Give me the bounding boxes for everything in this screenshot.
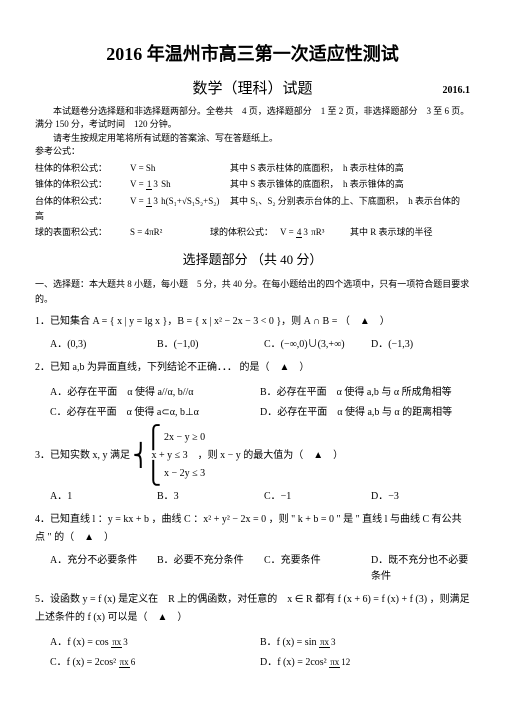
question-4-options: A．充分不必要条件 B．必要不充分条件 C．充要条件 D．既不充分也不必要条件	[35, 553, 470, 585]
constraint-text: x − 2y ≤ 3	[164, 468, 205, 479]
formula-label: 锥体的体积公式：	[35, 177, 130, 191]
formula-label: 柱体的体积公式：	[35, 161, 130, 175]
formula-note: 其中 S 表示锥体的底面积， h 表示锥体的高	[230, 177, 470, 191]
formula-note: 其中 S₁、S₂ 分别表示台体的上、下底面积， h 表示台体的	[230, 194, 470, 208]
formula-frustum: 台体的体积公式： V = 13 h(S₁+√S₁S₂+S₂) 其中 S₁、S₂ …	[35, 194, 470, 208]
option-c: C．(−∞,0)∪(3,+∞)	[264, 337, 363, 353]
option-text: B．f (x) = sin	[260, 637, 316, 648]
select-section-title: 选择题部分 （共 40 分）	[35, 250, 470, 271]
option-text: A．f (x) = cos	[50, 637, 109, 648]
question-4: 4．已知直线 l ：y = kx + b ，曲线 C ：x² + y² − 2x…	[35, 511, 470, 547]
q3-constraint-1: ⎧ 2x − y ≥ 0	[35, 429, 470, 447]
question-3-options: A．1 B．3 C．−1 D．−3	[35, 489, 470, 505]
option-d: D．(−1,3)	[371, 337, 470, 353]
formula-expr: V = 13 h(S₁+√S₁S₂+S₂)	[130, 194, 230, 208]
option-d: D．必存在平面 α 使得 a,b 与 α 的距离相等	[260, 405, 470, 421]
option-b: B．(−1,0)	[157, 337, 256, 353]
formula-note: 其中 R 表示球的半径	[350, 225, 470, 239]
option-d: D．−3	[371, 489, 470, 505]
frac-num: πx	[119, 657, 130, 668]
stem-text: 3．已知实数 x, y 满足	[35, 450, 130, 461]
intro-line-2: 满分 150 分，考试时间 120 分钟。	[35, 118, 470, 132]
formula-part: V =	[280, 227, 294, 237]
question-2-options: A．必存在平面 α 使得 a//α, b//α B．必存在平面 α 使得 a,b…	[35, 383, 470, 423]
formula-label: 球的表面积公式：	[35, 225, 130, 239]
question-2: 2．已知 a,b 为异面直线，下列结论不正确．．． 的是（ ▲ ）	[35, 359, 470, 377]
option-text: C．f (x) = 2cos²	[50, 657, 116, 668]
frac-den: 3	[152, 196, 159, 206]
option-d: D．既不充分也不必要条件	[371, 553, 470, 585]
formula-expr: V = Sh	[130, 161, 230, 175]
question-5: 5．设函数 y = f (x) 是定义在 R 上的偶函数，对任意的 x ∈ R …	[35, 591, 470, 627]
page-title: 2016 年温州市高三第一次适应性测试	[35, 40, 470, 69]
frac-num: πx	[319, 637, 330, 648]
constraint-text: 2x − y ≥ 0	[164, 432, 205, 443]
option-text: D．f (x) = 2cos²	[260, 657, 327, 668]
formula-label: 台体的体积公式：	[35, 194, 130, 208]
frac-den: 3	[152, 179, 159, 189]
option-b: B．f (x) = sin πx3	[260, 635, 470, 651]
exam-date: 2016.1	[443, 83, 471, 99]
intro-line-1: 本试题卷分选择题和非选择题两部分。全卷共 4 页，选择题部分 1 至 2 页，非…	[35, 105, 470, 119]
q3-stem: 3．已知实数 x, y 满足 ⎨ x + y ≤ 3 ，则 x − y 的最大值…	[35, 447, 470, 465]
formula-part: Sh	[161, 179, 171, 189]
option-c: C．充要条件	[264, 553, 363, 585]
constraint-text: x + y ≤ 3 ，则 x − y 的最大值为（ ▲ ）	[152, 450, 344, 461]
option-c: C．−1	[264, 489, 363, 505]
formula-sphere: 球的表面积公式： S = 4πR² 球的体积公式： V = 43 πR³ 其中 …	[35, 225, 470, 239]
option-b: B．3	[157, 489, 256, 505]
option-a: A．充分不必要条件	[50, 553, 149, 585]
page-subtitle: 数学（理科）试题 2016.1	[35, 77, 470, 101]
formula-frustum-tail: 高	[35, 210, 470, 224]
question-5-options: A．f (x) = cos πx3 B．f (x) = sin πx3 C．f …	[35, 633, 470, 673]
question-1: 1．已知集合 A = { x | y = lg x }，B = { x | x²…	[35, 313, 470, 331]
frac-den: 3	[122, 637, 129, 647]
option-a: A．必存在平面 α 使得 a//α, b//α	[50, 385, 260, 401]
formula-expr: S = 4πR²	[130, 225, 210, 239]
frac-num: πx	[111, 637, 122, 648]
select-section-desc: 一、选择题：本大题共 8 小题，每小题 5 分，共 40 分。在每小题给出的四个…	[35, 277, 470, 308]
formula-part: h(S₁+√S₁S₂+S₂)	[161, 196, 219, 206]
formula-part: V =	[130, 179, 144, 189]
formula-label-2: 球的体积公式：	[210, 225, 280, 239]
reference-title: 参考公式：	[35, 145, 470, 159]
option-a: A．f (x) = cos πx3	[50, 635, 260, 651]
subtitle-text: 数学（理科）试题	[192, 81, 312, 97]
option-c: C．f (x) = 2cos² πx6	[50, 655, 260, 671]
frac-den: 6	[130, 657, 137, 667]
formula-expr: V = 13 Sh	[130, 177, 230, 191]
question-3: ⎧ 2x − y ≥ 0 3．已知实数 x, y 满足 ⎨ x + y ≤ 3 …	[35, 429, 470, 483]
option-a: A．1	[50, 489, 149, 505]
question-1-options: A．(0,3) B．(−1,0) C．(−∞,0)∪(3,+∞) D．(−1,3…	[35, 337, 470, 353]
frac-den: 3	[330, 637, 337, 647]
formula-part: V =	[130, 196, 144, 206]
formula-cylinder: 柱体的体积公式： V = Sh 其中 S 表示柱体的底面积， h 表示柱体的高	[35, 161, 470, 175]
formula-expr-2: V = 43 πR³	[280, 225, 350, 239]
intro-line-3: 请考生按规定用笔将所有试题的答案涂、写在答题纸上。	[35, 132, 470, 146]
frac-den: 3	[302, 227, 309, 237]
formula-note: 其中 S 表示柱体的底面积， h 表示柱体的高	[230, 161, 470, 175]
option-b: B．必存在平面 α 使得 a,b 与 α 所成角相等	[260, 385, 470, 401]
formula-cone: 锥体的体积公式： V = 13 Sh 其中 S 表示锥体的底面积， h 表示锥体…	[35, 177, 470, 191]
q3-constraint-3: ⎩ x − 2y ≤ 3	[35, 465, 470, 483]
formula-part: πR³	[311, 227, 324, 237]
frac-num: πx	[329, 657, 340, 668]
option-d: D．f (x) = 2cos² πx12	[260, 655, 470, 671]
option-a: A．(0,3)	[50, 337, 149, 353]
frac-den: 12	[340, 657, 351, 667]
option-b: B．必要不充分条件	[157, 553, 256, 585]
brace-icon: ⎩	[145, 461, 162, 486]
option-c: C．必存在平面 α 使得 a⊂α, b⊥α	[50, 405, 260, 421]
